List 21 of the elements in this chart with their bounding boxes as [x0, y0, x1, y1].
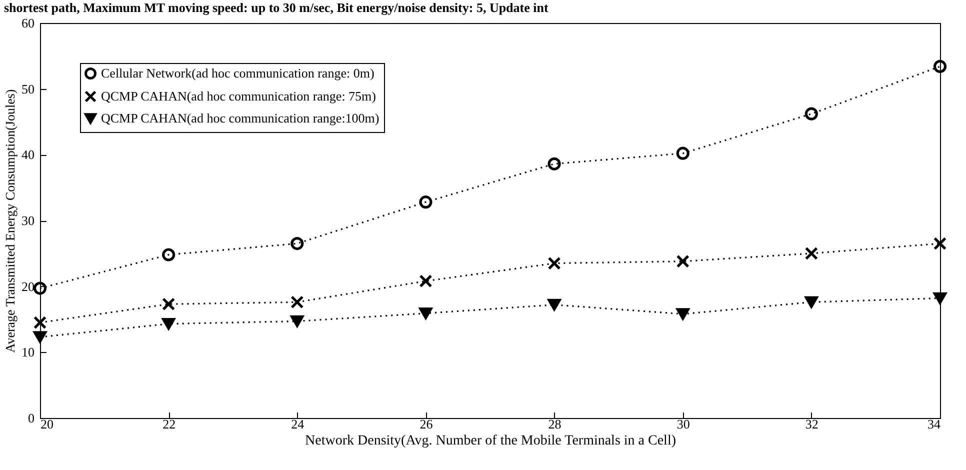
x-tick-label: 34: [928, 416, 941, 432]
x-tick-label: 26: [420, 416, 434, 432]
x-axis-title: Network Density(Avg. Number of the Mobile Terminals in a Cell): [305, 434, 676, 448]
x-tick-label: 24: [291, 416, 305, 432]
y-tick-label: 40: [22, 147, 34, 162]
legend-label: QCMP CAHAN(ad hoc communication range:100m): [101, 110, 380, 126]
x-tick-label: 32: [805, 416, 818, 432]
y-tick-label: 50: [22, 81, 34, 96]
y-tick-label: 0: [28, 410, 34, 426]
y-tick-label: 20: [22, 278, 34, 294]
y-tick-label: 10: [22, 344, 34, 360]
x-tick-label: 20: [40, 416, 54, 432]
legend-label: QCMP CAHAN(ad hoc communication range: 75m): [101, 88, 376, 104]
y-axis-title: Average Transmitted Energy Consumption(Joules): [2, 89, 18, 353]
legend-label: Cellular Network(ad hoc communication range: 0m): [101, 66, 374, 80]
x-tick-label: 22: [162, 416, 176, 432]
chart-title: shortest path, Maximum MT moving speed: up to 30 m/sec, Bit energy/noise density: 5, Update int: [4, 0, 549, 15]
y-tick-label: 60: [22, 16, 34, 30]
x-tick-label: 30: [676, 416, 690, 432]
x-tick-label: 28: [548, 416, 562, 432]
y-tick-label: 30: [22, 213, 34, 228]
